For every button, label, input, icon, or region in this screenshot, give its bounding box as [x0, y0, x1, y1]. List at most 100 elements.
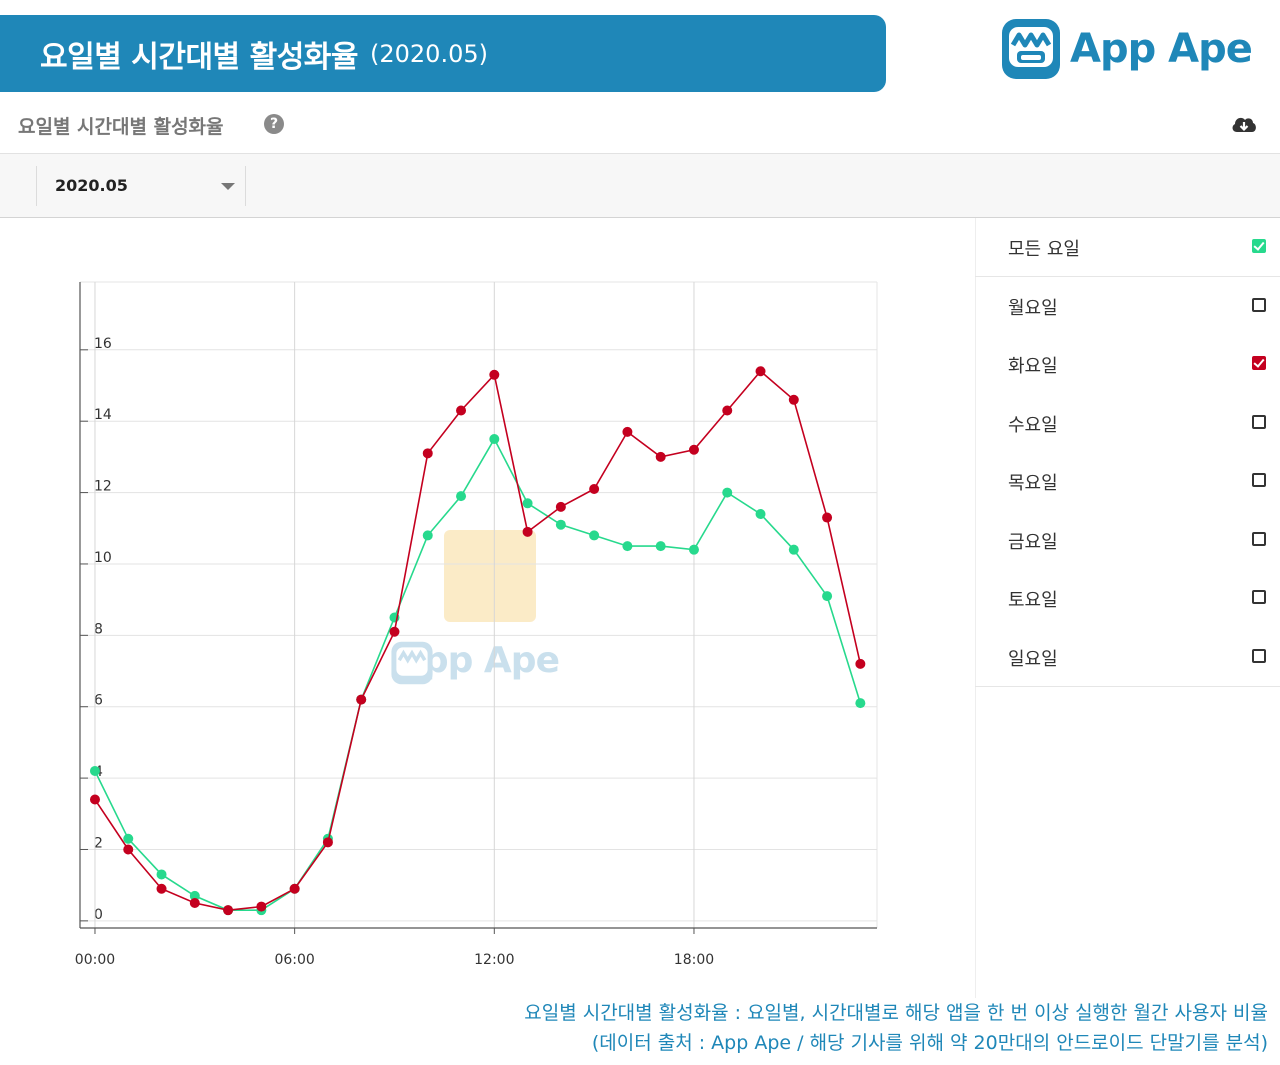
series-point-0: [788, 544, 799, 555]
x-tick-label: 12:00: [474, 952, 514, 968]
series-point-0: [189, 890, 200, 901]
watermark-app-icon: [444, 530, 536, 622]
legend-checkbox[interactable]: [1252, 531, 1266, 546]
legend-item-label: 화요일: [1008, 356, 1058, 377]
watermark-text: App Ape: [396, 640, 560, 681]
series-point-0: [123, 833, 134, 844]
legend-panel: [975, 218, 1280, 998]
series-point-1: [722, 405, 733, 416]
series-point-0: [489, 434, 500, 445]
page-period: (2020.05): [370, 39, 488, 68]
series-point-0: [555, 519, 566, 530]
y-tick-label: 14: [94, 407, 112, 423]
legend-item[interactable]: 월요일: [975, 277, 1280, 335]
legend-checkbox[interactable]: [1252, 473, 1266, 487]
app-ape-logo: App Ape: [1000, 14, 1253, 84]
legend-checkbox[interactable]: [1252, 590, 1266, 604]
series-point-0: [456, 491, 467, 502]
series-point-1: [123, 844, 134, 855]
series-point-1: [189, 898, 200, 909]
page-title: 요일별 시간대별 활성화율: [40, 39, 359, 75]
legend-item[interactable]: 토요일: [975, 569, 1280, 627]
series-point-0: [422, 530, 433, 541]
series-point-1: [855, 658, 866, 669]
series-point-1: [322, 837, 333, 848]
legend-item-label: 월요일: [1008, 297, 1058, 319]
legend-item-label: 수요일: [1008, 414, 1058, 436]
series-point-0: [655, 541, 666, 552]
legend-checkbox[interactable]: [1252, 356, 1266, 370]
legend-checkbox[interactable]: [1252, 648, 1266, 663]
chart-area: App Ape 024681012141600:0006:0012:0018:0…: [0, 218, 975, 998]
series-point-1: [822, 512, 833, 523]
footnote-line-1: 요일별 시간대별 활성화율 : 요일별, 시간대별로 해당 앱을 한 번 이상 …: [524, 1002, 1268, 1024]
legend-item[interactable]: 일요일: [975, 628, 1280, 687]
legend-item-label: 일요일: [1008, 648, 1058, 670]
series-point-1: [422, 448, 433, 459]
check-icon: [1253, 239, 1265, 251]
series-point-0: [89, 765, 100, 776]
footnote-line-2: (데이터 출처 : App Ape / 해당 기사를 위해 약 20만대의 안드…: [591, 1032, 1268, 1054]
series-point-0: [755, 508, 766, 519]
series-point-0: [622, 541, 633, 552]
panel-header: 요일별 시간대별 활성화율 ?: [0, 100, 1280, 154]
y-tick-label: 2: [94, 835, 103, 851]
series-point-1: [688, 444, 699, 455]
legend-checkbox[interactable]: [1252, 414, 1266, 429]
legend-item[interactable]: 수요일: [975, 394, 1280, 452]
cloud-download-icon[interactable]: [1230, 112, 1258, 136]
series-point-1: [289, 883, 300, 894]
y-tick-label: 16: [94, 336, 112, 352]
series-point-0: [156, 869, 167, 880]
legend-item-label: 토요일: [1008, 590, 1058, 611]
question-circle-icon[interactable]: ?: [264, 114, 284, 134]
check-icon: [1253, 356, 1265, 368]
legend-item-label: 금요일: [1008, 531, 1058, 553]
month-select-value: 2020.05: [55, 176, 128, 195]
x-tick-label: 18:00: [674, 952, 714, 968]
title-banner: 요일별 시간대별 활성화율 (2020.05): [0, 15, 886, 92]
y-tick-label: 8: [94, 621, 103, 637]
legend-item[interactable]: 모든 요일: [975, 218, 1280, 277]
caret-down-icon: [221, 183, 235, 190]
logo-text: App Ape: [1070, 26, 1253, 72]
y-tick-label: 0: [94, 907, 103, 923]
series-line-0: [94, 437, 862, 911]
series-point-1: [223, 905, 234, 916]
legend-item-label: 모든 요일: [1008, 239, 1080, 260]
series-point-1: [356, 694, 367, 705]
series-point-1: [389, 626, 400, 637]
series-point-1: [456, 405, 467, 416]
legend-item[interactable]: 금요일: [975, 511, 1280, 569]
y-tick-label: 12: [94, 479, 112, 495]
panel-title: 요일별 시간대별 활성화율: [18, 116, 224, 138]
footnote: 요일별 시간대별 활성화율 : 요일별, 시간대별로 해당 앱을 한 번 이상 …: [524, 998, 1268, 1058]
app-ape-mascot-icon: [1002, 19, 1060, 79]
series-point-0: [589, 530, 600, 541]
legend-checkbox[interactable]: [1252, 239, 1266, 253]
series-point-1: [256, 901, 267, 912]
legend-checkbox[interactable]: [1252, 297, 1266, 312]
series-point-1: [622, 426, 633, 437]
x-tick-label: 06:00: [274, 952, 314, 968]
series-point-0: [822, 591, 833, 602]
series-point-0: [688, 544, 699, 555]
series-point-1: [522, 526, 533, 537]
watermark-mascot-icon: [391, 641, 433, 685]
filter-bar: 2020.05: [0, 154, 1280, 218]
legend-item[interactable]: 화요일: [975, 335, 1280, 393]
series-point-1: [156, 883, 167, 894]
series-point-1: [89, 794, 100, 805]
series-point-1: [589, 484, 600, 495]
month-select[interactable]: 2020.05: [36, 166, 246, 206]
series-point-0: [522, 498, 533, 509]
series-line-1: [94, 370, 862, 911]
legend-item[interactable]: 목요일: [975, 452, 1280, 510]
y-tick-label: 10: [94, 550, 112, 566]
series-point-0: [722, 487, 733, 498]
watermark: App Ape: [390, 530, 610, 710]
x-tick-label: 00:00: [75, 952, 115, 968]
series-point-1: [788, 394, 799, 405]
series-point-1: [555, 501, 566, 512]
